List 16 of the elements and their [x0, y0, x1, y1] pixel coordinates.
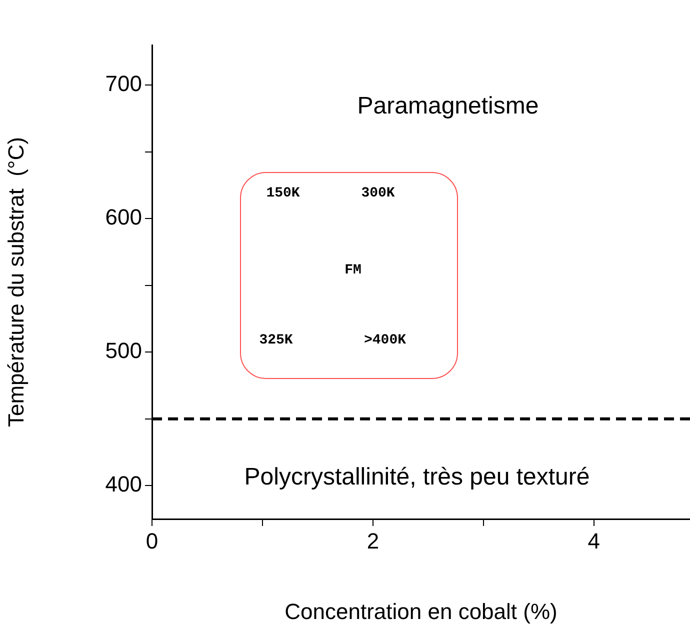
x-tick-label: 2: [366, 528, 380, 554]
y-tick-label: 400: [105, 472, 142, 497]
annotation: FM: [344, 262, 362, 279]
annotation: 325K: [259, 332, 294, 349]
y-tick-label: 700: [105, 71, 142, 96]
annotation: Polycrystallinité, très peu texturé: [244, 464, 590, 491]
annotation: 300K: [361, 186, 396, 202]
annotation: 150K: [266, 186, 300, 202]
x-axis-title: Concentration en cobalt (%): [284, 598, 558, 624]
y-axis-title: Température du substrat (°C): [3, 136, 28, 428]
x-tick-label: 4: [588, 528, 600, 554]
annotation: Paramagnetisme: [357, 92, 539, 120]
x-tick-label: 0: [146, 528, 158, 554]
y-tick-label: 500: [105, 338, 142, 364]
y-tick-label: 600: [105, 204, 142, 230]
annotation: >400K: [364, 332, 407, 349]
